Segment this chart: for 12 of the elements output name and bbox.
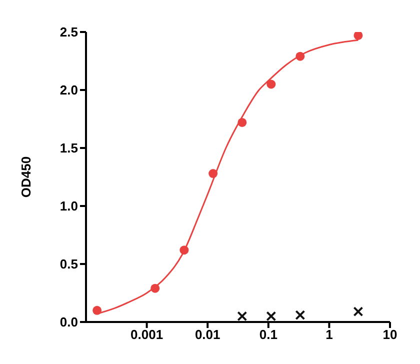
- y-axis-title: OD450: [18, 156, 34, 198]
- y-tick-label: 2.0: [60, 82, 78, 98]
- y-tick-label: 0.0: [60, 314, 78, 330]
- y-tick-label: 1.0: [60, 198, 78, 214]
- x-tick-label: 0.01: [194, 327, 220, 342]
- x-tick-label: 1: [326, 327, 333, 342]
- x-tick-label: 0.001: [130, 327, 164, 342]
- x-tick-label: 0.1: [259, 327, 278, 342]
- y-tick-label: 0.5: [60, 256, 78, 272]
- x-tick-label: 10: [382, 327, 398, 342]
- y-tick-label: 1.5: [60, 140, 78, 156]
- y-tick-label: 2.5: [60, 24, 78, 40]
